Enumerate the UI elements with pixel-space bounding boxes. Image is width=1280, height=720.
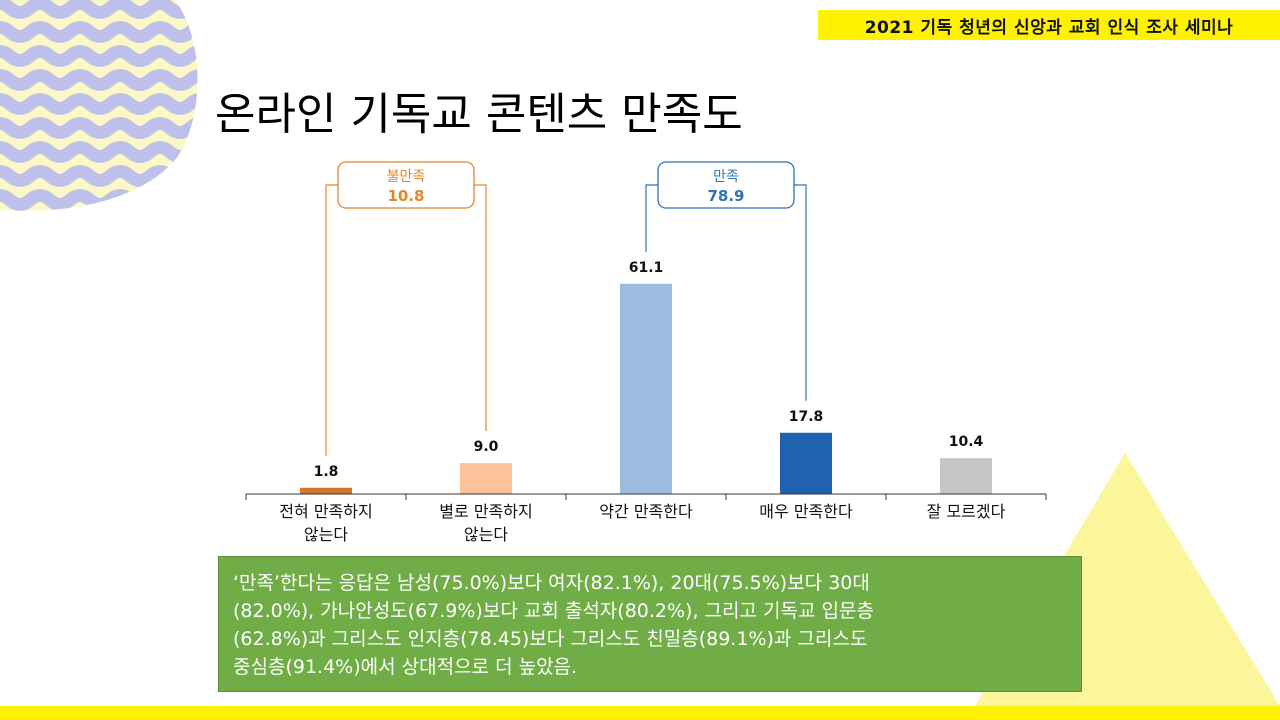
- data-label: 17.8: [789, 409, 824, 425]
- summary-line: ‘만족’한다는 응답은 남성(75.0%)보다 여자(82.1%), 20대(7…: [233, 572, 870, 594]
- group-bracket-right: [794, 184, 807, 401]
- tick-label: 매우 만족한다: [759, 502, 853, 521]
- summary-line: 중심층(91.4%)에서 상대적으로 더 높았음.: [233, 656, 578, 678]
- summary-line: (62.8%)과 그리스도 인지층(78.45)보다 그리스도 친밀층(89.1…: [233, 628, 868, 650]
- group-bracket-left: [325, 184, 338, 456]
- seminar-banner: 2021 기독 청년의 신앙과 교회 인식 조사 세미나: [818, 10, 1280, 40]
- tick-label: 별로 만족하지: [439, 502, 532, 521]
- bar: [780, 432, 832, 494]
- group-bracket-left: [645, 184, 658, 252]
- data-label: 9.0: [474, 439, 499, 455]
- data-label: 61.1: [629, 260, 664, 276]
- group-box: [657, 161, 795, 209]
- tick-label: 전혀 만족하지: [279, 502, 372, 521]
- bottom-bar: [0, 706, 1280, 720]
- decorative-wave-pattern: [0, 0, 198, 211]
- tick-label: 않는다: [464, 525, 508, 544]
- group-value: 78.9: [707, 187, 744, 205]
- group-bracket-right: [474, 184, 487, 432]
- data-label: 1.8: [314, 464, 339, 480]
- tick-label: 않는다: [304, 525, 348, 544]
- group-label: 불만족: [387, 169, 426, 185]
- tick-label: 약간 만족한다: [599, 502, 693, 521]
- summary-line: (82.0%), 가나안성도(67.9%)보다 교회 출석자(80.2%), 그…: [233, 600, 874, 622]
- summary-box: ‘만족’한다는 응답은 남성(75.0%)보다 여자(82.1%), 20대(7…: [218, 556, 1082, 692]
- group-box: [337, 161, 475, 209]
- slide-title: 온라인 기독교 콘텐츠 만족도: [215, 89, 743, 140]
- bar: [460, 463, 512, 494]
- data-label: 10.4: [949, 434, 984, 450]
- group-value: 10.8: [387, 187, 424, 205]
- tick-label: 잘 모르겠다: [927, 502, 1006, 521]
- bar: [300, 487, 352, 494]
- bar: [940, 458, 992, 494]
- group-label: 만족: [713, 169, 739, 185]
- bar: [620, 283, 672, 494]
